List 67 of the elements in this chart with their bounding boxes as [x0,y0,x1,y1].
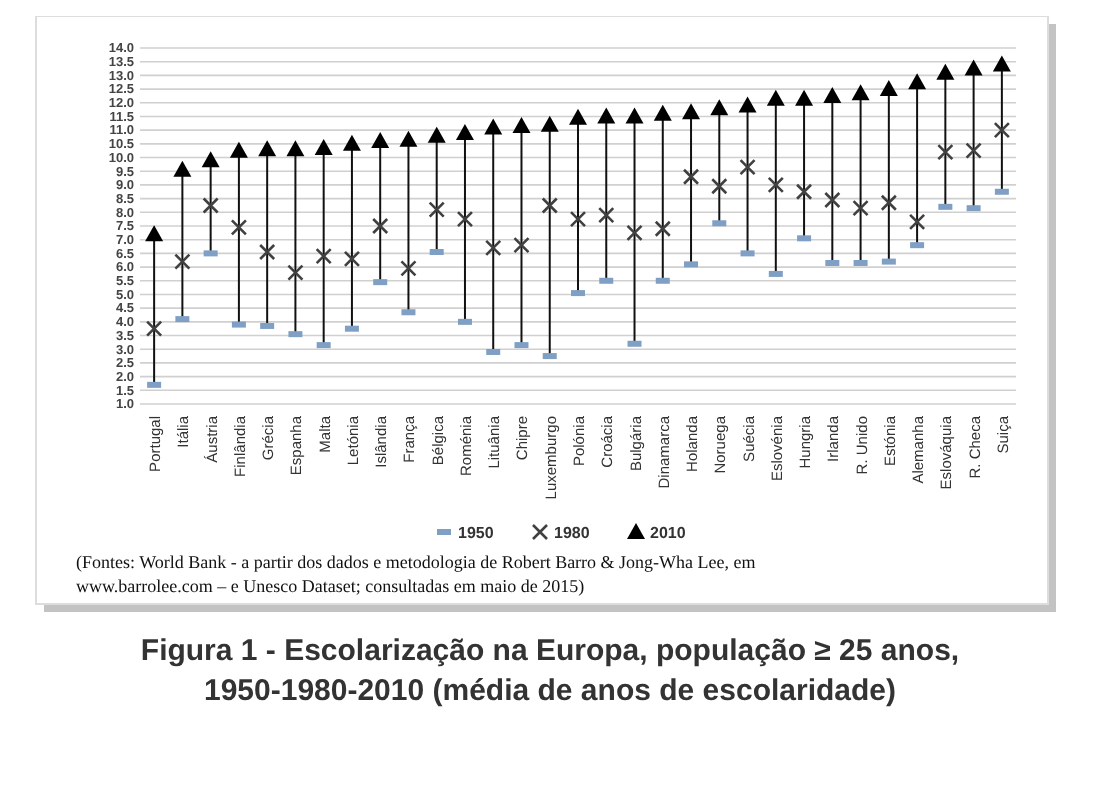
text: (Fontes: World Bank - a partir dos dados e metodologia de Robert Barro & Jong-Wha Lee, em www.barrolee.com – e Unesco Dataset; consultadas em maio de 2015) [76,552,756,596]
point [258,140,277,157]
point [456,210,474,228]
point [767,176,785,194]
text: Figura 1 - Escolarização na Europa, população ≥ 25 anos, 1950-1980-2010 (média de anos de escolaridade) [140,634,960,708]
point [286,140,305,157]
point [597,206,615,224]
legend-label: 2010 [650,523,687,542]
point [993,121,1011,139]
point [512,117,531,134]
point [399,130,418,147]
point [174,253,191,270]
point [626,224,643,242]
point [682,103,701,120]
point [851,84,870,101]
point [682,168,700,186]
legend-label: 1950 [458,523,495,542]
point [540,115,559,132]
point [400,260,417,277]
point [937,143,954,161]
point [230,219,248,236]
point [513,236,530,254]
point [795,89,814,106]
point [315,247,332,265]
point [738,96,757,113]
point [145,225,164,242]
point [229,141,248,158]
point [569,210,587,228]
point [287,264,304,281]
point [569,108,587,125]
point [342,134,361,151]
point [879,80,898,97]
point [258,243,276,261]
point [371,132,390,149]
point [428,201,446,218]
point [795,183,813,201]
point [880,194,898,212]
point [766,89,785,106]
point [314,138,333,155]
point [455,123,474,140]
point [992,55,1011,72]
point [964,59,983,76]
point [653,104,672,121]
point [908,213,926,231]
point [852,199,869,217]
point [710,99,729,116]
point [739,158,756,176]
point [710,177,728,195]
point [202,197,219,214]
point [173,160,192,177]
point [597,107,616,124]
point [201,151,220,168]
legend-label: 1980 [554,523,591,542]
point [908,73,927,90]
point [541,197,559,214]
point [484,118,503,135]
point [371,217,389,235]
point [145,320,163,337]
point [823,86,842,103]
point [427,126,446,143]
point [654,220,672,238]
point [824,191,841,209]
point [965,142,982,159]
point [625,107,644,124]
point [343,250,361,268]
point [936,63,955,80]
point [484,239,502,257]
